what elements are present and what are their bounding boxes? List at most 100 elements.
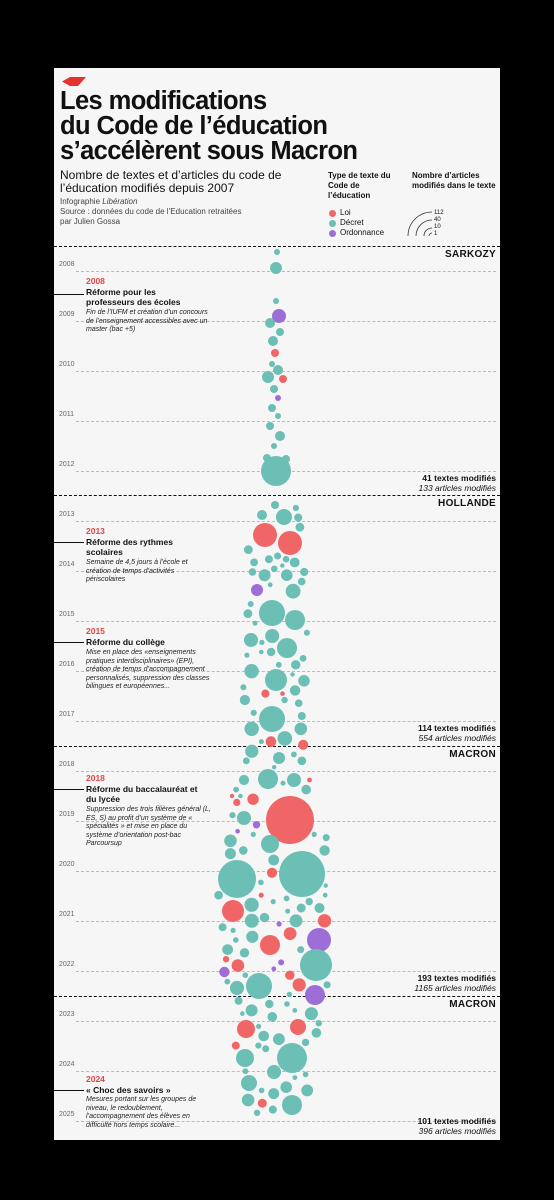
- decret-bubble: [252, 620, 258, 626]
- decret-bubble: [272, 765, 277, 770]
- annotation-body-2013: Semaine de 4,5 jours à l’école et créati…: [86, 559, 188, 584]
- annotation-heading-2013: Réforme des rythmes scolaires: [86, 537, 173, 557]
- year-gridline: [76, 921, 496, 922]
- loi-bubble: [261, 689, 270, 698]
- decret-bubble: [258, 1030, 269, 1042]
- decret-bubble: [224, 848, 236, 860]
- legend-loi-swatch: [329, 210, 336, 217]
- decret-bubble: [261, 456, 291, 486]
- size-legend-arcs-icon: [407, 211, 433, 237]
- ordonnance-bubble: [252, 821, 261, 829]
- decret-bubble: [239, 846, 248, 855]
- title-line-3: s’accélèrent sous Macron: [60, 137, 358, 165]
- separator-hollande: [54, 495, 500, 496]
- total-texts-hollande: 114 textes modifiés: [418, 723, 496, 733]
- decret-bubble: [258, 769, 278, 789]
- decret-bubble: [275, 431, 285, 441]
- year-gridline: [76, 971, 496, 972]
- total-texts-macron-1: 193 textes modifiés: [417, 973, 496, 983]
- title-line-1: Les modifications: [60, 87, 267, 115]
- ordonnance-bubble: [278, 959, 285, 966]
- decret-bubble: [311, 1028, 322, 1038]
- loi-bubble: [279, 375, 287, 383]
- decret-bubble: [246, 973, 272, 999]
- credit-outlet: Libération: [102, 197, 138, 206]
- separator-sarkozy: [54, 246, 500, 247]
- size-legend-40: 40: [434, 217, 441, 223]
- decret-bubble: [283, 895, 290, 902]
- year-label: 2012: [59, 461, 75, 468]
- decret-bubble: [245, 744, 259, 758]
- ordonnance-bubble: [235, 828, 240, 834]
- annotation-line-2018: [54, 789, 84, 790]
- annotation-heading-2015: Réforme du collège: [86, 637, 165, 647]
- size-legend-112: 112: [434, 210, 444, 216]
- decret-bubble: [244, 652, 250, 658]
- annotation-line-2013: [54, 542, 84, 543]
- decret-bubble: [273, 365, 283, 375]
- decret-bubble: [282, 555, 290, 563]
- loi-bubble: [271, 349, 279, 357]
- decret-bubble: [236, 1049, 254, 1067]
- decret-bubble: [229, 812, 236, 819]
- decret-bubble: [274, 249, 280, 255]
- decret-bubble: [238, 774, 250, 786]
- loi-bubble: [307, 777, 312, 783]
- decret-bubble: [242, 1068, 249, 1075]
- decret-bubble: [259, 706, 285, 732]
- decret-bubble: [292, 1075, 298, 1080]
- decret-bubble: [274, 552, 282, 560]
- decret-bubble: [218, 923, 227, 932]
- separator-macron-1: [54, 746, 500, 747]
- period-label-macron-2: MACRON: [449, 999, 496, 1010]
- year-label: 2011: [59, 411, 75, 418]
- total-texts-macron-2: 101 textes modifiés: [417, 1116, 496, 1126]
- decret-bubble: [303, 629, 310, 636]
- year-gridline: [76, 721, 496, 722]
- ordonnance-bubble: [219, 966, 230, 978]
- decret-bubble: [247, 601, 254, 607]
- size-legend-10: 10: [434, 224, 441, 230]
- decret-bubble: [266, 422, 274, 430]
- decret-bubble: [233, 786, 240, 793]
- legend-ordonnance-label: Ordonnance: [340, 228, 385, 237]
- decret-bubble: [295, 522, 305, 532]
- legend-decret-label: Décret: [340, 218, 364, 227]
- decret-bubble: [250, 831, 256, 838]
- year-gridline: [76, 371, 496, 372]
- decret-bubble: [322, 892, 328, 898]
- decret-bubble: [301, 1038, 310, 1047]
- decret-bubble: [268, 404, 276, 412]
- decret-bubble: [229, 980, 245, 996]
- annotation-body-2015: Mise en place des «enseignements pratiqu…: [86, 649, 210, 691]
- loi-bubble: [247, 793, 259, 805]
- loi-bubble: [266, 796, 314, 844]
- decret-bubble: [244, 913, 259, 928]
- decret-bubble: [240, 1011, 245, 1016]
- loi-bubble: [280, 691, 285, 696]
- separator-macron-2: [54, 996, 500, 997]
- loi-bubble: [266, 867, 278, 878]
- year-gridline: [76, 321, 496, 322]
- decret-bubble: [262, 1045, 270, 1053]
- loi-bubble: [278, 531, 302, 555]
- decret-bubble: [267, 1012, 278, 1022]
- subtitle: Nombre de textes et d’articles du code d…: [60, 168, 282, 195]
- ordonnance-bubble: [305, 985, 325, 1005]
- decret-bubble: [276, 509, 292, 525]
- loi-bubble: [222, 956, 230, 963]
- decret-bubble: [239, 948, 250, 958]
- decret-bubble: [259, 600, 285, 626]
- decret-bubble: [268, 1088, 280, 1100]
- decret-bubble: [323, 981, 331, 989]
- decret-bubble: [246, 930, 259, 943]
- decret-bubble: [275, 661, 282, 668]
- year-label: 2016: [59, 661, 75, 668]
- decret-bubble: [277, 638, 297, 658]
- decret-bubble: [259, 639, 265, 646]
- total-articles-macron-1: 1165 articles modifiés: [414, 983, 496, 993]
- year-gridline: [76, 771, 496, 772]
- decret-bubble: [269, 361, 275, 367]
- decret-bubble: [273, 298, 279, 304]
- loi-bubble: [285, 970, 295, 980]
